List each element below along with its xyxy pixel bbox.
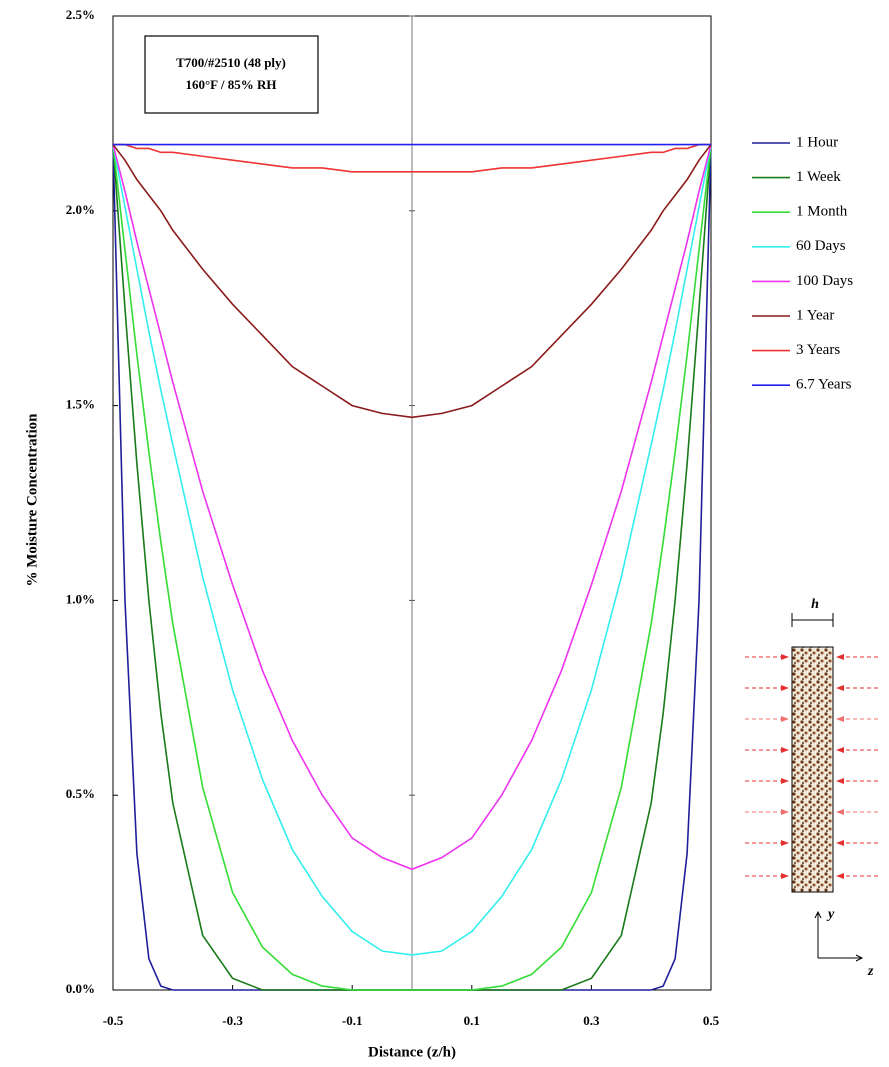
annotation: T700/#2510 (48 ply) (176, 55, 286, 70)
legend-label: 1 Month (796, 204, 848, 220)
arrow-head (781, 873, 789, 879)
y-tick-label: 2.0% (66, 202, 95, 217)
arrow-head (781, 840, 789, 846)
x-tick-label: 0.3 (583, 1013, 600, 1028)
arrow-head (836, 873, 844, 879)
arrow-head (836, 840, 844, 846)
x-tick-label: 0.5 (703, 1013, 720, 1028)
laminate (791, 646, 834, 893)
y-tick-label: 0.5% (66, 786, 95, 801)
legend-label: 3 Years (796, 342, 840, 358)
inset-axes (814, 910, 864, 962)
y-axis-title: % Moisture Concentration (24, 413, 40, 587)
annotation: 160°F / 85% RH (185, 77, 276, 92)
series-line (112, 144, 712, 871)
y-tick-label: 0.0% (66, 981, 95, 996)
inset-label: y (826, 907, 835, 922)
annotation-box (144, 35, 319, 114)
arrow-head (781, 685, 789, 691)
legend-label: 1 Week (796, 169, 841, 185)
x-tick-label: -0.1 (342, 1013, 363, 1028)
y-tick-label: 1.0% (66, 591, 95, 606)
y-tick-label: 1.5% (66, 397, 95, 412)
arrow-head (836, 716, 844, 722)
arrow-head (836, 778, 844, 784)
arrow-head (781, 809, 789, 815)
x-tick-label: -0.5 (103, 1013, 124, 1028)
legend-label: 1 Year (796, 307, 834, 323)
arrow-head (836, 747, 844, 753)
series-line (112, 144, 712, 419)
arrow-head (781, 778, 789, 784)
legend-label: 100 Days (796, 273, 853, 289)
legend-label: 1 Hour (796, 134, 838, 150)
arrow-head (781, 654, 789, 660)
x-tick-label: -0.3 (222, 1013, 243, 1028)
arrow-head (836, 685, 844, 691)
series-line (113, 143, 711, 173)
series-line (112, 144, 712, 991)
legend-label: 60 Days (796, 238, 846, 254)
arrow-head (781, 716, 789, 722)
series-line (112, 144, 712, 956)
arrow-head (836, 809, 844, 815)
x-tick-label: 0.1 (464, 1013, 480, 1028)
inset-label: h (811, 597, 819, 612)
y-tick-label: 2.5% (66, 7, 95, 22)
inset-label: z (867, 964, 874, 979)
arrow-head (836, 654, 844, 660)
arrow-head (781, 747, 789, 753)
legend-label: 6.7 Years (796, 377, 852, 393)
x-axis-title: Distance (z/h) (368, 1044, 456, 1060)
inset: h y z (745, 597, 878, 979)
